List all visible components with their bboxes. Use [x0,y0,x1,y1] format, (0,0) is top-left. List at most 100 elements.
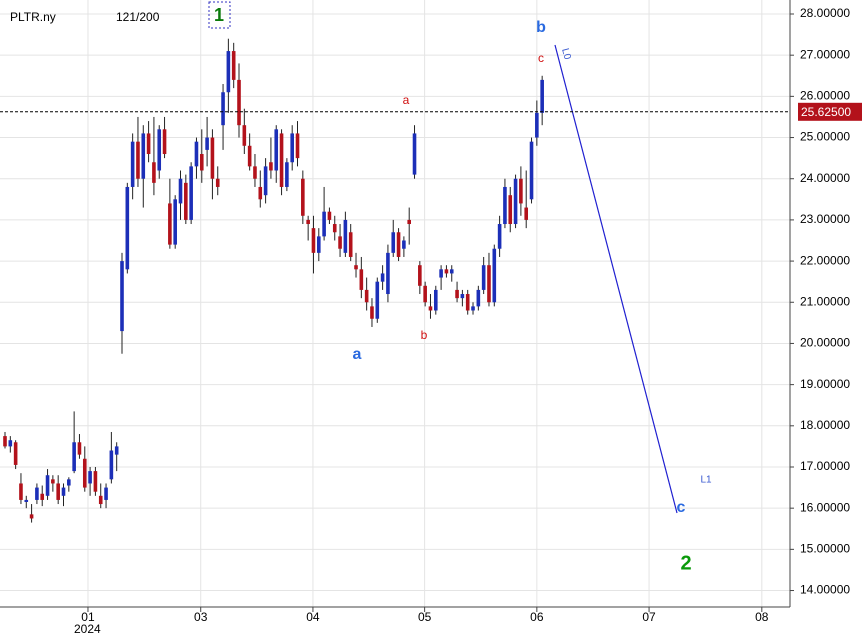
candle-body [146,133,151,155]
candle-body [290,133,294,163]
candle-body [279,133,284,187]
candle-body [540,79,544,113]
candle-body [136,141,140,179]
candle-body [433,289,438,311]
candle-body [51,479,55,484]
candle-body [141,133,146,179]
candle-body [508,195,513,225]
candle-body [242,125,247,146]
candle-body [194,141,199,167]
candle-body [157,129,162,171]
candle-body [98,495,103,505]
wave-label: 2 [680,552,691,574]
candle-body [40,493,45,500]
candle-body [471,306,475,311]
x-tick-label: 07 [642,610,656,624]
candle-body [465,294,470,311]
candle-body [231,51,236,80]
candle-body [77,442,82,455]
candle-body [295,133,300,159]
symbol: PLTR.ny [10,10,56,24]
candle-body [184,182,188,220]
candle-body [359,269,364,290]
y-tick-label: 25.00000 [800,130,850,144]
wave-label: a [353,346,362,363]
candle-body [226,51,231,93]
candle-body [8,440,13,447]
candle-body [263,166,268,196]
wave-label: c [538,51,544,65]
y-tick-label: 28.00000 [800,6,850,20]
candle-body [72,442,76,472]
year-label: 2024 [74,622,101,636]
candle-body [269,162,273,171]
candles [3,38,544,523]
label-box [208,1,231,29]
candle-body [82,458,87,488]
candle-body [221,92,225,126]
counter: 121/200 [116,10,160,24]
candle-body [423,285,427,303]
candle-body [24,499,29,502]
candle-body [189,166,193,220]
candle-body [3,436,7,447]
candle-body [120,261,124,332]
last-price-label: 25.62500 [801,105,851,119]
candle-body [247,145,252,167]
candle-body [285,162,289,187]
y-tick-label: 17.00000 [800,459,850,473]
wave-label: b [421,328,428,342]
candle-body [274,129,279,171]
candle-body [29,514,34,519]
candle-body [370,306,374,319]
candle-body [391,232,396,253]
candle-body [327,211,332,220]
trend-line [554,44,678,514]
candle-body [88,471,92,484]
candle-body [348,232,353,257]
candle-body [168,203,172,245]
candle-body [210,137,215,179]
candle-body [476,289,481,307]
wave-label: c [677,499,686,516]
candle-body [375,281,380,319]
candle-body [306,219,310,225]
y-tick-label: 22.00000 [800,253,850,267]
candle-body [162,129,167,155]
candle-body [529,141,534,200]
candle-body [444,269,449,274]
candle-body [449,269,454,274]
candle-body [35,487,39,500]
wave-label: 1 [214,5,224,25]
y-tick-label: 21.00000 [800,294,850,308]
candle-body [178,178,183,204]
candle-body [492,248,497,303]
last-price-box [798,102,862,121]
candle-body [513,178,518,225]
candle-body [322,211,326,237]
candle-body [386,252,390,295]
candle-body [114,446,119,455]
line-label: L0 [559,47,573,61]
candle-body [354,265,358,270]
line-label: L1 [700,475,712,486]
candle-body [205,137,209,150]
candle-body [104,487,108,500]
y-tick-label: 26.00000 [800,89,850,103]
candle-body [497,224,502,249]
candle-body [199,154,204,171]
y-tick-label: 16.00000 [800,500,850,514]
candle-body [418,265,422,286]
x-tick-label: 04 [306,610,320,624]
candle-body [524,207,529,220]
candle-body [311,228,316,253]
y-tick-label: 24.00000 [800,171,850,185]
x-tick-label: 03 [194,610,208,624]
candle-body [380,273,385,282]
candle-body [439,269,443,278]
candle-body [487,265,491,303]
candle-body [535,112,539,138]
candle-body [338,236,342,249]
